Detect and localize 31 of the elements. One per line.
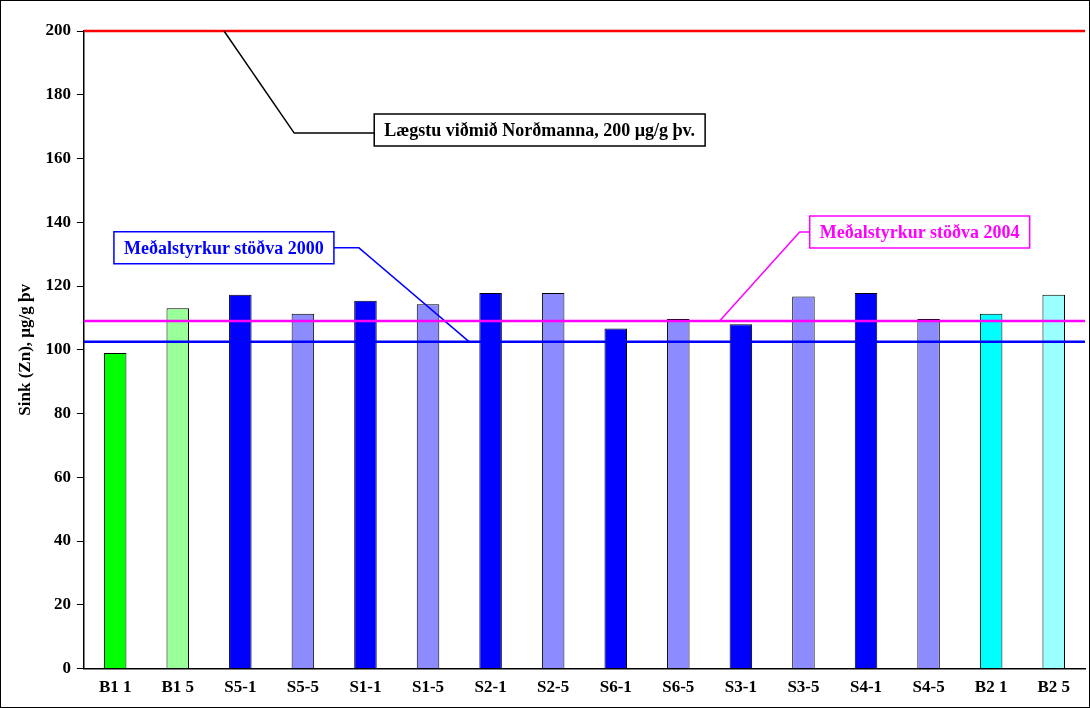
x-tick-label: B1 1	[98, 677, 132, 697]
y-tick-label: 140	[45, 211, 71, 231]
x-tick-label: S5-1	[224, 677, 257, 697]
ref-line-label: Meðalstyrkur stöðva 2004	[819, 221, 1020, 242]
y-axis-title: Sink (Zn), µg/g þv	[14, 283, 34, 416]
ref-line-label: Lægstu viðmið Norðmanna, 200 µg/g þv.	[384, 119, 696, 140]
y-tick-label: 40	[53, 530, 71, 550]
y-tick-label: 100	[45, 339, 71, 359]
x-tick-label: S6-1	[599, 677, 632, 697]
y-tick-label: 20	[53, 594, 71, 614]
y-tick-label: 120	[45, 275, 71, 295]
y-tick-label: 60	[53, 466, 71, 486]
x-tick-label: S1-5	[411, 677, 445, 697]
x-tick-label: B2 1	[974, 677, 1008, 697]
ref-line-label: Meðalstyrkur stöðva 2000	[124, 237, 324, 258]
x-tick-label: S5-5	[286, 677, 319, 697]
x-tick-label: S4-5	[912, 677, 945, 697]
x-tick-label: B1 5	[161, 677, 195, 697]
y-tick-label: 0	[62, 657, 71, 677]
y-tick-label: 200	[45, 20, 71, 40]
x-tick-label: S6-5	[662, 677, 695, 697]
x-tick-label: S2-5	[537, 677, 570, 697]
x-tick-label: S3-5	[787, 677, 820, 697]
x-tick-label: B2 5	[1037, 677, 1071, 697]
x-tick-label: S1-1	[349, 677, 382, 697]
y-tick-label: 160	[45, 147, 71, 167]
y-tick-label: 80	[53, 402, 71, 422]
y-tick-label: 180	[45, 84, 71, 104]
x-tick-label: S3-1	[724, 677, 757, 697]
x-tick-label: S4-1	[849, 677, 883, 697]
x-tick-label: S2-1	[474, 677, 507, 697]
